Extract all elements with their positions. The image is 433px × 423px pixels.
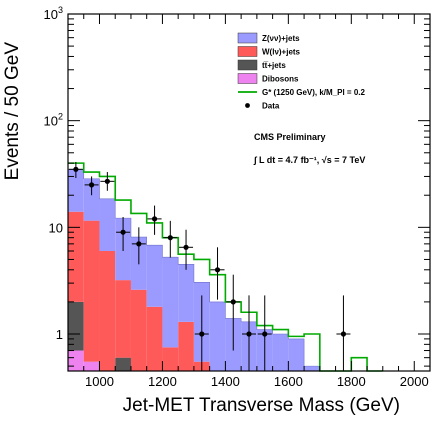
x-tick-label: 1600	[274, 374, 303, 389]
x-tick-label: 1000	[85, 374, 114, 389]
legend-swatch	[237, 59, 258, 71]
histogram-bar	[115, 357, 131, 371]
x-tick-label: 1800	[337, 374, 366, 389]
stack-outline	[67, 169, 383, 372]
data-point	[167, 235, 173, 241]
data-point	[246, 331, 252, 337]
legend-label: W(lν)+jets	[262, 48, 301, 57]
histogram-bar	[68, 169, 84, 212]
y-tick-label: 1	[56, 327, 63, 342]
data-point	[214, 267, 221, 273]
legend-swatch	[237, 32, 258, 44]
histogram-bar	[68, 301, 84, 351]
histogram-bar	[99, 251, 116, 371]
histogram-bar	[178, 264, 194, 322]
histogram-bar	[209, 301, 226, 371]
legend-label: G* (1250 GeV), k/M_Pl = 0.2	[262, 88, 365, 97]
legend-swatch	[237, 73, 258, 84]
legend-label: Data	[262, 102, 280, 111]
experiment-label: CMS Preliminary	[254, 132, 326, 142]
histogram-bar	[162, 257, 179, 348]
data-point	[340, 331, 347, 337]
y-tick-label: 10	[49, 220, 63, 235]
legend-swatch	[237, 46, 258, 57]
luminosity-label: ∫ L dt = 4.7 fb⁻¹, √s = 7 TeV	[253, 155, 365, 165]
data-point	[151, 216, 158, 222]
y-axis-title: Events / 50 GeV	[2, 42, 23, 181]
legend-label: Z(νν)+jets	[262, 34, 300, 43]
histogram-bar	[115, 280, 131, 358]
data-point	[104, 178, 110, 184]
data-point	[262, 331, 268, 337]
histogram-bar	[146, 245, 163, 307]
signal-line	[68, 162, 383, 372]
annotations: CMS Preliminary ∫ L dt = 4.7 fb⁻¹, √s = 7…	[253, 132, 365, 165]
histogram-bar	[178, 321, 194, 371]
x-tick-label: 2000	[400, 374, 429, 389]
histogram-bar	[304, 366, 320, 371]
histogram-bar	[83, 178, 100, 221]
x-tick-label: 1200	[148, 374, 177, 389]
legend: Z(νν)+jets W(lν)+jets tt̅+jets Dibosons G* (…	[237, 32, 365, 111]
data-point	[73, 166, 79, 172]
histogram-bar	[272, 334, 289, 371]
data-point	[89, 182, 95, 188]
legend-label: Dibosons	[262, 75, 299, 84]
data-points	[68, 161, 351, 371]
histogram-bar	[83, 220, 100, 362]
histogram-bar	[99, 198, 116, 251]
data-point	[120, 229, 126, 235]
x-axis-title: Jet-MET Transverse Mass (GeV)	[123, 395, 400, 416]
histogram-bar	[288, 338, 305, 371]
data-point	[183, 244, 189, 250]
signal-curve	[68, 162, 383, 372]
legend-dot-swatch	[245, 103, 250, 108]
histogram-bar	[68, 350, 84, 371]
histogram-bar	[162, 347, 179, 371]
data-point	[230, 299, 236, 305]
data-point	[136, 241, 142, 247]
legend-label: tt̅+jets	[262, 61, 286, 70]
histogram-bar	[83, 361, 100, 371]
x-tick-label: 1400	[211, 374, 240, 389]
histogram-bar	[130, 289, 147, 371]
plot-frame	[67, 13, 431, 372]
data-point	[199, 331, 205, 337]
y-tick-label: 102	[44, 112, 63, 129]
histogram-bar	[146, 306, 163, 371]
y-tick-label: 103	[44, 5, 63, 22]
histogram-bar	[68, 211, 84, 302]
